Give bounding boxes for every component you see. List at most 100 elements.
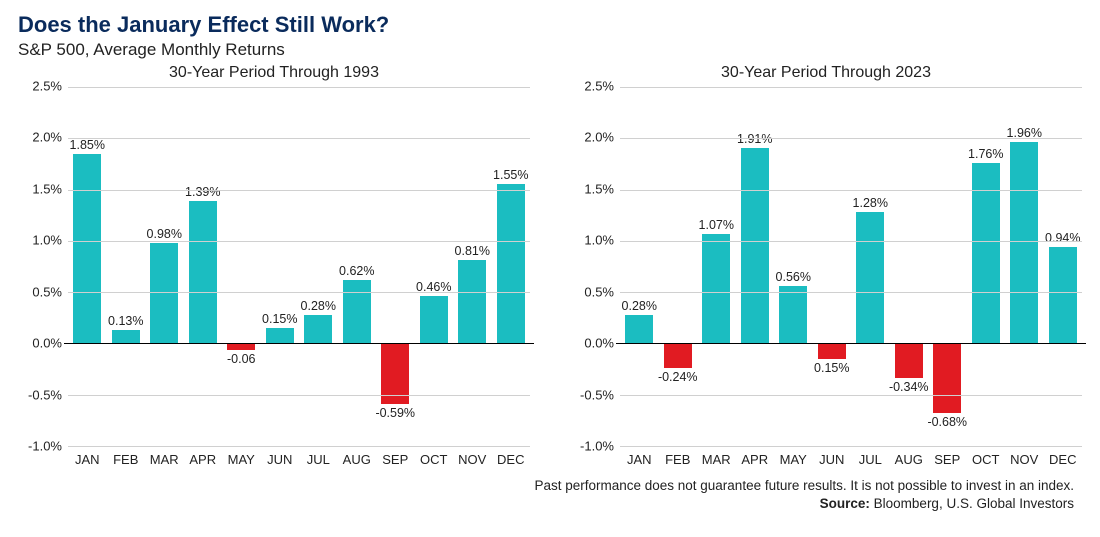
grid-line [620,138,1082,139]
bar-slot: 0.94% [1044,87,1083,446]
bar-jan [73,154,101,344]
y-axis-1993: 2.5%2.0%1.5%1.0%0.5%0.0%-0.5%-1.0% [18,86,68,446]
bar-nov [1010,142,1038,343]
bar-label-jun: 0.15% [814,361,849,375]
grid-line [620,87,1082,88]
x-tick-jun: JUN [261,452,300,467]
bar-may [779,286,807,343]
y-tick-label: 0.5% [32,284,62,299]
bar-slot: 0.15% [813,87,852,446]
footer-source-value: Bloomberg, U.S. Global Investors [870,496,1074,511]
x-tick-sep: SEP [928,452,967,467]
page-subtitle: S&P 500, Average Monthly Returns [18,40,1082,60]
bar-label-mar: 1.07% [699,218,734,232]
bar-aug [895,343,923,378]
y-tick-label: -1.0% [28,439,62,454]
bar-feb [664,343,692,368]
y-tick-label: 1.0% [32,233,62,248]
bar-label-jan: 0.28% [622,299,657,313]
bar-dec [1049,247,1077,343]
y-tick-label: 0.0% [32,336,62,351]
bar-jun [266,328,294,343]
bar-slot: 0.15% [261,87,300,446]
bar-slot: -0.06 [222,87,261,446]
bar-slot: 0.46% [415,87,454,446]
footer-disclaimer: Past performance does not guarantee futu… [18,477,1074,495]
bar-slot: 0.13% [107,87,146,446]
y-tick-label: 2.0% [584,130,614,145]
chart-title-1993: 30-Year Period Through 1993 [18,64,530,82]
bar-apr [189,201,217,344]
bar-label-jan: 1.85% [70,138,105,152]
y-tick-label: -0.5% [28,387,62,402]
grid-line [620,190,1082,191]
x-tick-jul: JUL [299,452,338,467]
bar-feb [112,330,140,343]
x-tick-jan: JAN [620,452,659,467]
bar-slot: 1.55% [492,87,531,446]
x-tick-jul: JUL [851,452,890,467]
bar-slot: 1.85% [68,87,107,446]
bar-slot: -0.34% [890,87,929,446]
x-tick-apr: APR [184,452,223,467]
x-tick-mar: MAR [145,452,184,467]
bar-label-jun: 0.15% [262,312,297,326]
bar-label-sep: -0.68% [927,415,967,429]
bar-nov [458,260,486,343]
chart-panel-1993: 30-Year Period Through 1993 2.5%2.0%1.5%… [18,64,530,467]
y-tick-label: -1.0% [580,439,614,454]
x-tick-oct: OCT [967,452,1006,467]
grid-line [68,241,530,242]
grid-line [620,395,1082,396]
bar-label-jul: 0.28% [301,299,336,313]
bar-label-apr: 1.39% [185,185,220,199]
bar-label-may: 0.56% [776,270,811,284]
x-tick-oct: OCT [415,452,454,467]
grid-line [620,292,1082,293]
x-axis-2023: JANFEBMARAPRMAYJUNJULAUGSEPOCTNOVDEC [620,452,1082,467]
bar-label-sep: -0.59% [375,406,415,420]
x-tick-may: MAY [222,452,261,467]
x-tick-dec: DEC [1044,452,1083,467]
bar-apr [741,148,769,344]
x-tick-may: MAY [774,452,813,467]
bar-slot: 1.76% [967,87,1006,446]
bar-aug [343,280,371,344]
zero-line [64,343,534,344]
x-tick-aug: AUG [890,452,929,467]
bar-label-jul: 1.28% [853,196,888,210]
x-tick-nov: NOV [1005,452,1044,467]
bar-jan [625,315,653,344]
x-tick-jun: JUN [813,452,852,467]
y-tick-label: 1.5% [584,181,614,196]
bar-slot: 1.91% [736,87,775,446]
bar-label-feb: 0.13% [108,314,143,328]
bar-slot: 0.56% [774,87,813,446]
x-tick-sep: SEP [376,452,415,467]
footer-source: Source: Bloomberg, U.S. Global Investors [18,495,1074,513]
bar-mar [150,243,178,344]
grid-line [68,446,530,447]
bar-dec [497,184,525,343]
bar-slot: -0.59% [376,87,415,446]
chart-title-2023: 30-Year Period Through 2023 [570,64,1082,82]
charts-row: 30-Year Period Through 1993 2.5%2.0%1.5%… [18,64,1082,467]
plot-area-1993: 1.85%0.13%0.98%1.39%-0.060.15%0.28%0.62%… [68,86,530,446]
x-tick-feb: FEB [107,452,146,467]
bar-label-feb: -0.24% [658,370,698,384]
x-tick-dec: DEC [492,452,531,467]
plot-area-2023: 0.28% -0.24% 1.07%1.91%0.56% 0.15% 1.28%-0.3… [620,86,1082,446]
grid-line [68,292,530,293]
bar-slot: 1.07% [697,87,736,446]
grid-line [68,190,530,191]
bar-jul [856,212,884,343]
bar-slot: 1.39% [184,87,223,446]
bar-label-dec: 1.55% [493,168,528,182]
bar-label-may: -0.06 [227,352,256,366]
grid-line [68,87,530,88]
page-title: Does the January Effect Still Work? [18,12,1082,38]
y-tick-label: -0.5% [580,387,614,402]
y-tick-label: 0.0% [584,336,614,351]
bar-slot: 0.81% [453,87,492,446]
x-tick-aug: AUG [338,452,377,467]
